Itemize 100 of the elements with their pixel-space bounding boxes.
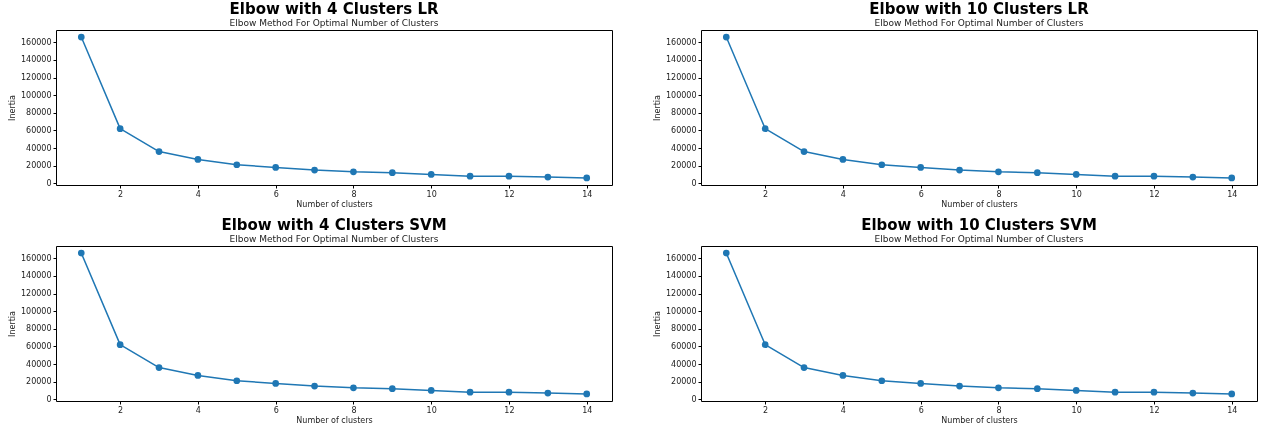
y-tick-label: 80000 (26, 324, 52, 334)
chart-title: Elbow with 10 Clusters SVM (861, 216, 1097, 234)
y-tick-label: 140000 (665, 271, 697, 281)
point (1228, 390, 1236, 398)
point (878, 377, 886, 385)
point (1150, 172, 1158, 180)
x-tick-label: 2 (118, 405, 124, 415)
x-tick-label: 14 (582, 405, 593, 415)
point (1111, 388, 1119, 396)
point (1189, 389, 1197, 397)
point (800, 148, 808, 155)
point (583, 390, 591, 398)
x-tick-label: 4 (840, 189, 846, 199)
x-tick-label: 14 (582, 189, 593, 199)
point (722, 33, 730, 41)
point (544, 389, 552, 397)
y-tick-label: 20000 (26, 161, 52, 171)
point (1033, 385, 1041, 393)
chart-title: Elbow with 4 Clusters SVM (221, 216, 447, 234)
y-tick-label: 40000 (26, 359, 52, 369)
point (1150, 388, 1158, 396)
point (1189, 173, 1197, 181)
y-tick-label: 40000 (671, 143, 697, 153)
point (917, 380, 925, 387)
point (350, 384, 357, 392)
y-tick-label: 160000 (20, 37, 52, 47)
x-tick-label: 8 (996, 189, 1002, 199)
point (956, 382, 963, 390)
x-tick-label: 10 (1071, 189, 1082, 199)
point (1228, 174, 1236, 182)
point (155, 148, 163, 155)
x-tick-label: 10 (426, 189, 437, 199)
point (1111, 172, 1119, 180)
point (1072, 171, 1080, 178)
y-tick-label: 60000 (26, 341, 52, 351)
x-tick-label: 4 (840, 405, 846, 415)
y-tick-label: 160000 (20, 253, 52, 263)
y-tick-label: 120000 (665, 289, 697, 299)
point (800, 364, 808, 371)
point (839, 372, 847, 379)
point (995, 384, 1002, 392)
point (388, 169, 396, 177)
point (583, 174, 591, 182)
x-tick-label: 12 (504, 405, 515, 415)
y-tick-label: 120000 (20, 73, 52, 83)
chart-title: Elbow with 4 Clusters LR (229, 0, 439, 18)
point (1072, 387, 1080, 394)
point (995, 168, 1002, 176)
x-tick-label: 12 (504, 189, 515, 199)
point (194, 156, 202, 163)
y-tick-label: 140000 (665, 55, 697, 65)
x-axis-title: Number of clusters (941, 415, 1018, 425)
y-tick-label: 60000 (26, 125, 52, 135)
point (233, 377, 241, 385)
point (839, 156, 847, 163)
y-tick-label: 80000 (671, 324, 697, 334)
y-tick-label: 20000 (671, 161, 697, 171)
x-tick-label: 2 (763, 189, 769, 199)
y-tick-label: 140000 (20, 271, 52, 281)
x-tick-label: 4 (195, 189, 201, 199)
chart-subtitle: Elbow Method For Optimal Number of Clusters (229, 234, 439, 244)
point (761, 125, 769, 132)
y-tick-label: 100000 (20, 90, 52, 100)
x-tick-label: 8 (351, 405, 357, 415)
point (878, 161, 886, 169)
y-tick-label: 20000 (671, 377, 697, 387)
y-tick-label: 120000 (665, 73, 697, 83)
x-tick-label: 8 (996, 405, 1002, 415)
y-tick-label: 100000 (665, 306, 697, 316)
point (505, 388, 513, 396)
y-tick-label: 120000 (20, 289, 52, 299)
x-tick-label: 2 (763, 405, 769, 415)
x-tick-label: 12 (1149, 405, 1160, 415)
point (466, 388, 474, 396)
y-tick-label: 20000 (26, 377, 52, 387)
point (311, 166, 318, 174)
x-tick-label: 6 (918, 189, 924, 199)
y-tick-label: 0 (691, 178, 697, 188)
y-tick-label: 0 (46, 394, 52, 404)
x-tick-label: 14 (1227, 189, 1238, 199)
y-tick-label: 80000 (26, 108, 52, 118)
point (956, 166, 963, 174)
y-tick-label: 160000 (665, 253, 697, 263)
point (77, 33, 85, 41)
chart-subtitle: Elbow Method For Optimal Number of Clusters (874, 234, 1084, 244)
y-tick-label: 100000 (20, 306, 52, 316)
y-tick-label: 40000 (671, 359, 697, 369)
point (272, 380, 280, 387)
point (77, 249, 85, 257)
point (388, 385, 396, 393)
y-tick-label: 40000 (26, 143, 52, 153)
chart-subtitle: Elbow Method For Optimal Number of Clusters (229, 18, 439, 28)
chart-title: Elbow with 10 Clusters LR (869, 0, 1090, 18)
x-tick-label: 6 (273, 405, 279, 415)
point (350, 168, 357, 176)
point (116, 341, 124, 348)
point (427, 171, 435, 178)
x-tick-label: 6 (918, 405, 924, 415)
point (194, 372, 202, 379)
point (233, 161, 241, 169)
